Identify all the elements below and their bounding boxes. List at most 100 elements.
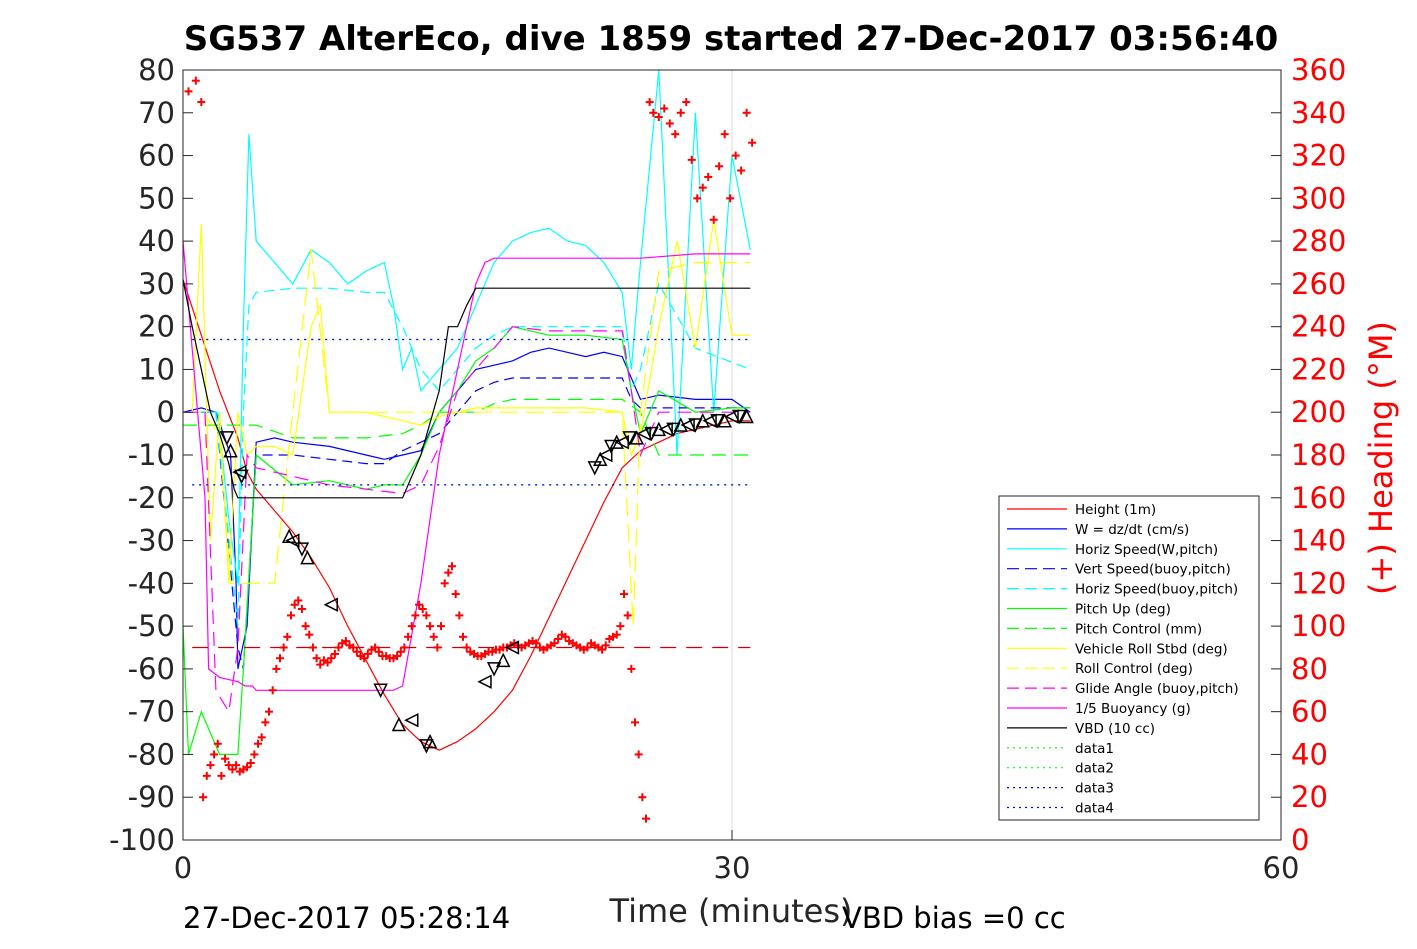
vbd-marker xyxy=(496,652,511,668)
vbd-marker xyxy=(404,713,419,728)
heading-point xyxy=(202,771,211,780)
heading-point xyxy=(232,761,241,770)
legend-label: Horiz Speed(buoy,pitch) xyxy=(1075,582,1238,598)
legend-entry: W = dz/dt (cm/s) xyxy=(1007,522,1189,538)
heading-point xyxy=(415,600,424,609)
heading-point xyxy=(720,130,729,139)
heading-point xyxy=(616,622,625,631)
vbd-marker xyxy=(391,716,407,732)
heading-point xyxy=(393,652,402,661)
heading-point xyxy=(294,596,303,605)
legend-label: Height (1m) xyxy=(1075,502,1156,518)
series-line-0 xyxy=(182,279,751,751)
heading-point xyxy=(532,639,541,648)
vbd-marker xyxy=(636,426,651,441)
heading-point xyxy=(341,637,350,646)
legend-label: data3 xyxy=(1075,781,1114,797)
vbd-marker xyxy=(486,662,502,677)
legend-box xyxy=(998,495,1260,821)
right-tick-label: 260 xyxy=(1291,267,1346,301)
left-tick-label: -80 xyxy=(128,737,175,771)
left-tick-label: -90 xyxy=(128,780,175,814)
right-tick-label: 320 xyxy=(1291,139,1346,173)
left-tick-label: 80 xyxy=(138,53,175,87)
right-tick-label: 60 xyxy=(1291,695,1328,729)
legend-label: data2 xyxy=(1075,761,1114,777)
heading-point xyxy=(224,761,233,770)
heading-point xyxy=(437,622,446,631)
heading-point xyxy=(687,155,696,164)
heading-point xyxy=(550,639,559,648)
right-tick-label: 360 xyxy=(1291,53,1346,87)
legend-entry: data2 xyxy=(1007,761,1114,777)
heading-point xyxy=(561,632,570,641)
vbd-marker xyxy=(680,417,695,433)
vbd-marker xyxy=(223,443,238,458)
vbd-marker xyxy=(232,464,247,480)
legend-entry: data3 xyxy=(1007,781,1114,797)
heading-point xyxy=(243,763,252,772)
heading-point xyxy=(598,645,607,654)
heading-point xyxy=(199,793,208,802)
heading-point xyxy=(334,643,343,652)
vbd-marker xyxy=(702,413,717,428)
vbd-marker xyxy=(285,533,300,548)
vbd-marker xyxy=(219,431,235,446)
heading-point xyxy=(305,630,314,639)
heading-point xyxy=(627,664,636,673)
heading-point xyxy=(444,568,453,577)
legend-label: W = dz/dt (cm/s) xyxy=(1075,522,1189,538)
legend-entry: Horiz Speed(buoy,pitch) xyxy=(1007,582,1238,598)
right-tick-label: 180 xyxy=(1291,438,1346,472)
heading-point xyxy=(411,611,420,620)
heading-point xyxy=(217,771,226,780)
heading-point xyxy=(665,119,674,128)
end-timestamp: 27-Dec-2017 05:28:14 xyxy=(183,901,510,935)
heading-point xyxy=(371,643,380,652)
left-tick-label: 10 xyxy=(138,352,175,386)
heading-point xyxy=(709,215,718,224)
heading-point xyxy=(254,739,263,748)
heading-point xyxy=(440,579,449,588)
heading-point xyxy=(715,162,724,171)
heading-point xyxy=(426,622,435,631)
heading-point xyxy=(418,605,427,613)
x-tick-label: 60 xyxy=(1263,851,1300,885)
heading-point xyxy=(360,654,369,663)
legend-label: data4 xyxy=(1075,801,1114,817)
heading-point xyxy=(612,630,621,639)
vbd-marker xyxy=(477,674,492,689)
heading-point xyxy=(279,643,288,652)
left-tick-label: 30 xyxy=(138,267,175,301)
legend-entry: Vert Speed(buoy,pitch) xyxy=(1007,562,1231,578)
heading-point xyxy=(352,647,361,656)
heading-point xyxy=(228,765,237,774)
right-tick-label: 300 xyxy=(1291,181,1346,215)
left-y-axis: 80 70 60 50 40 30 20 10 0 -10 -20 -30 -40 -50 -60 -70 -8… xyxy=(109,53,1281,857)
heading-point xyxy=(330,649,339,658)
heading-point xyxy=(400,643,409,652)
left-tick-label: -60 xyxy=(128,652,175,686)
legend-label: Vehicle Roll Stbd (deg) xyxy=(1075,641,1228,657)
left-tick-label: 0 xyxy=(157,395,175,429)
vbd-marker xyxy=(710,414,725,429)
right-tick-label: 0 xyxy=(1291,823,1309,857)
heading-point xyxy=(206,761,215,770)
legend-label: Pitch Up (deg) xyxy=(1075,602,1171,618)
x-axis-label: Time (minutes) xyxy=(609,892,853,930)
vbd-marker xyxy=(732,409,747,425)
legend-entry: Height (1m) xyxy=(1007,502,1156,518)
vbd-marker xyxy=(629,430,645,445)
heading-point xyxy=(448,562,457,571)
legend-label: Vert Speed(buoy,pitch) xyxy=(1075,562,1231,578)
heading-point xyxy=(422,611,431,620)
vbd-marker xyxy=(604,439,619,455)
heading-point xyxy=(433,643,442,652)
vbd-marker xyxy=(724,409,739,424)
heading-point xyxy=(638,793,647,802)
vbd-markers-layer xyxy=(219,408,754,754)
right-tick-label: 280 xyxy=(1291,224,1346,258)
right-tick-label: 160 xyxy=(1291,481,1346,515)
heading-point xyxy=(458,632,467,641)
